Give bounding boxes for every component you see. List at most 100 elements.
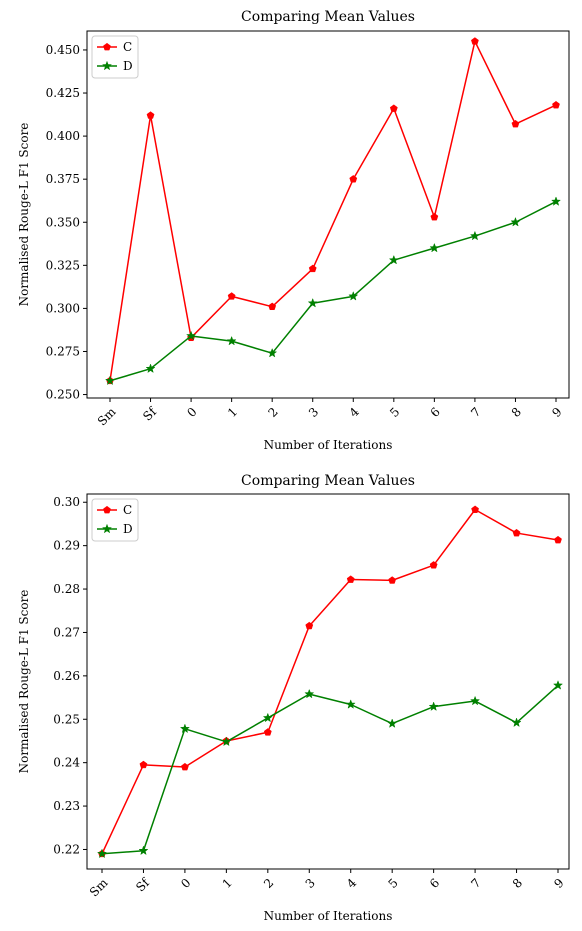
y-tick-label: 0.425 (46, 86, 80, 100)
data-point-C (346, 575, 355, 583)
data-point-D (469, 230, 480, 241)
data-point-C (552, 100, 560, 109)
y-tick-label: 0.375 (46, 172, 80, 186)
data-point-D (307, 297, 318, 308)
data-point-D (510, 216, 521, 227)
data-point-C (181, 762, 189, 771)
series-C (98, 505, 562, 858)
x-tick-label: 4 (344, 875, 360, 891)
x-tick-label: Sm (95, 404, 119, 428)
x-tick-label: 9 (549, 405, 564, 420)
x-tick-label: 5 (387, 405, 402, 420)
data-point-D (345, 699, 356, 709)
x-tick-label: Sf (140, 404, 160, 424)
data-point-C (430, 212, 439, 221)
data-point-D (552, 680, 564, 690)
x-tick-label: 8 (509, 405, 524, 420)
data-point-C (349, 175, 358, 183)
x-tick-label: 6 (428, 405, 443, 420)
data-point-D (348, 291, 359, 301)
y-axis-label: Normalised Rouge-L F1 Score (17, 590, 31, 774)
series-line-D (109, 200, 557, 382)
x-tick-label: 2 (261, 876, 276, 891)
x-tick-label: Sm (87, 875, 111, 899)
x-tick-label: 7 (468, 876, 483, 891)
y-tick-label: 0.325 (46, 258, 80, 272)
chart-title: Comparing Mean Values (241, 9, 415, 25)
plot-frame (86, 493, 570, 870)
data-point-C (512, 528, 521, 537)
y-tick-label: 0.450 (46, 43, 80, 57)
data-point-D (145, 363, 156, 374)
chart-2: Comparing Mean Values 0.22 0.23 0.24 0.25 0.2… (17, 473, 570, 923)
series-D (104, 196, 562, 386)
data-point-C (511, 119, 520, 128)
data-point-C (388, 576, 397, 584)
y-tick-label: 0.28 (53, 582, 80, 596)
y-tick-label: 0.350 (46, 215, 80, 229)
data-point-C (429, 561, 438, 569)
data-point-C (227, 292, 236, 300)
data-point-C (471, 37, 479, 45)
x-tick-label: 5 (385, 876, 400, 891)
x-tick-label: 3 (303, 876, 318, 891)
legend-label-D: D (123, 522, 133, 536)
x-tick-label: 8 (510, 876, 525, 891)
data-point-D (96, 848, 108, 859)
data-point-D (221, 736, 232, 747)
y-tick-label: 0.250 (46, 388, 80, 402)
legend-marker-C (103, 505, 111, 514)
data-point-D (138, 845, 149, 856)
legend-marker-D (101, 523, 113, 534)
x-tick-label: 3 (306, 405, 321, 420)
x-axis-label: Number of Iterations (264, 438, 393, 452)
x-tick-label: 6 (427, 876, 442, 891)
x-axis-label: Number of Iterations (264, 909, 393, 923)
data-point-D (226, 335, 237, 346)
legend: CD (91, 498, 139, 542)
data-point-D (428, 701, 439, 711)
y-tick-label: 0.30 (53, 495, 80, 509)
x-tick-label: 7 (468, 405, 483, 420)
y-axis-label: Normalised Rouge-L F1 Score (17, 123, 31, 307)
data-point-D (388, 254, 399, 265)
y-tick-label: 0.25 (53, 712, 80, 726)
y-tick-label: 0.400 (46, 129, 80, 143)
y-tick-label: 0.26 (53, 669, 80, 683)
data-point-C (389, 104, 398, 112)
data-point-C (471, 505, 479, 513)
data-point-C (305, 621, 314, 630)
legend-marker-D (101, 60, 113, 71)
y-tick-label: 0.23 (53, 799, 80, 813)
data-point-C (554, 535, 562, 544)
data-point-D (179, 723, 190, 734)
x-tick-label: 4 (347, 404, 363, 420)
data-point-D (104, 375, 116, 386)
y-tick-label: 0.24 (53, 756, 80, 770)
data-point-D (511, 717, 522, 728)
legend-label-C: C (123, 503, 132, 517)
series-line-D (101, 684, 559, 855)
data-point-D (304, 688, 315, 699)
data-point-D (387, 718, 398, 728)
y-tick-label: 0.27 (53, 625, 80, 639)
series-C (106, 37, 560, 385)
legend-marker-C (103, 42, 111, 51)
data-point-C (308, 264, 317, 273)
data-point-D (470, 695, 481, 706)
data-point-D (550, 196, 562, 206)
legend-label-C: C (123, 40, 132, 54)
x-tick-label: 0 (184, 405, 199, 420)
x-tick-label: 2 (265, 405, 280, 420)
series-line-C (101, 508, 559, 855)
data-point-D (429, 242, 440, 253)
data-point-D (267, 347, 278, 358)
data-point-C (146, 111, 155, 119)
data-point-C (139, 760, 148, 769)
data-point-C (263, 728, 272, 736)
legend: CD (91, 35, 139, 79)
data-point-C (268, 302, 277, 311)
series-line-C (109, 40, 557, 381)
